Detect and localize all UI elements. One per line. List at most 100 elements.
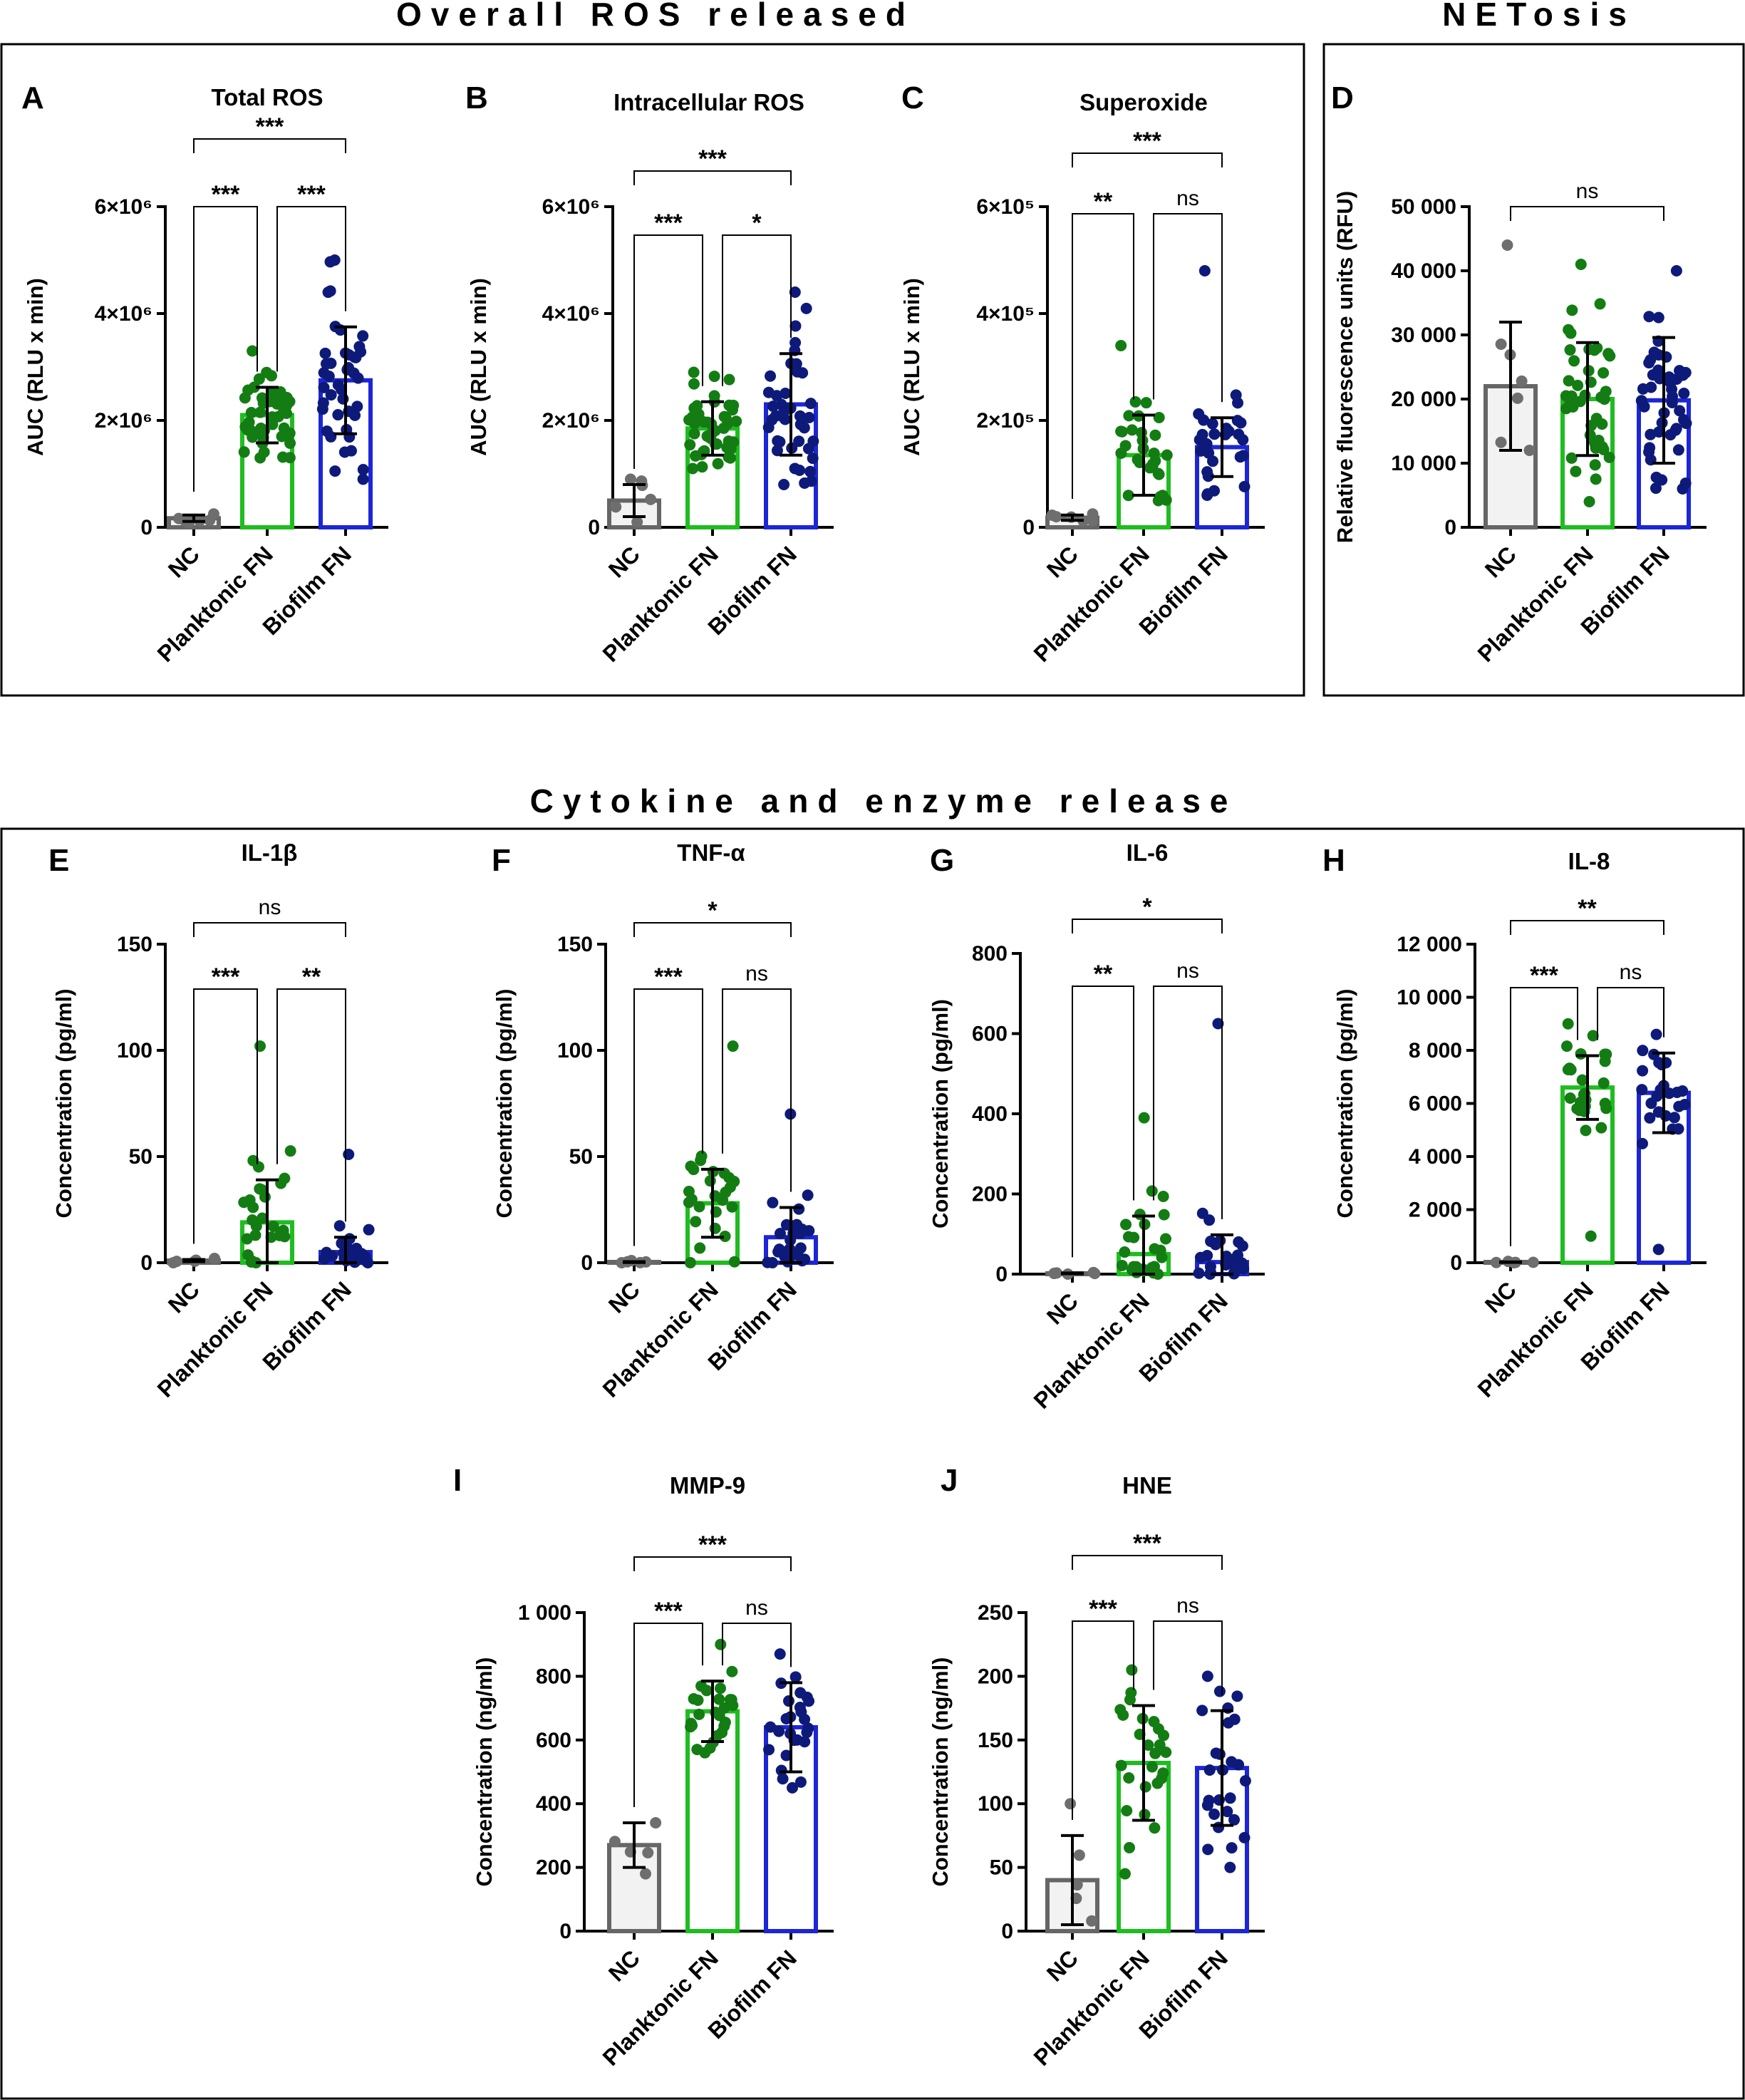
data-point xyxy=(1679,477,1692,490)
data-point xyxy=(1602,348,1615,360)
y-tick-label: 150 xyxy=(557,933,593,956)
y-tick-label: 50 xyxy=(990,1856,1013,1880)
data-point xyxy=(1221,423,1233,435)
significance-label: *** xyxy=(698,145,727,172)
panel-letter: H xyxy=(1322,843,1345,878)
data-point xyxy=(765,370,777,382)
y-tick-label: 6 000 xyxy=(1409,1092,1462,1116)
significance-bracket xyxy=(633,234,703,469)
data-point xyxy=(333,1220,346,1232)
data-point xyxy=(716,1727,728,1739)
y-tick-label: 600 xyxy=(536,1729,571,1752)
x-tick-label: NC xyxy=(1042,1945,1083,1986)
y-axis-label: Concentration (pg/ml) xyxy=(51,988,76,1218)
data-point xyxy=(1140,397,1152,409)
y-axis-label: AUC (RLU x min) xyxy=(899,278,924,456)
x-tick-label: NC xyxy=(163,541,204,582)
data-point xyxy=(363,1224,375,1236)
significance-label: ns xyxy=(1176,1594,1199,1618)
data-point xyxy=(279,1231,291,1243)
data-point xyxy=(712,457,724,470)
data-point xyxy=(688,428,700,440)
data-point xyxy=(763,1744,775,1756)
data-point xyxy=(241,1233,253,1245)
significance-label: *** xyxy=(1133,1530,1161,1557)
significance-label: *** xyxy=(1133,128,1161,155)
data-point xyxy=(1221,1251,1233,1263)
data-point xyxy=(1600,1102,1612,1114)
panel-letter: J xyxy=(941,1463,958,1498)
data-point xyxy=(728,1256,740,1268)
data-point xyxy=(1204,1266,1216,1278)
significance-label: * xyxy=(708,897,718,924)
panel-title: IL-1β xyxy=(242,839,298,866)
data-point xyxy=(1643,311,1655,323)
data-point xyxy=(1221,1806,1233,1818)
significance-bracket xyxy=(633,170,792,185)
data-point xyxy=(1239,1775,1251,1787)
panel-j: J HNE Concentration (ng/ml) 0 50 100 150 200 250… xyxy=(928,1463,1265,2071)
panel-letter: F xyxy=(492,843,511,878)
data-point xyxy=(1527,1256,1539,1268)
data-point xyxy=(1237,434,1249,446)
significance-label: *** xyxy=(256,113,284,140)
data-point xyxy=(1565,452,1578,464)
significance-label: ns xyxy=(1176,187,1199,210)
data-point xyxy=(1151,1777,1164,1789)
data-point xyxy=(794,465,806,477)
data-point xyxy=(1677,413,1689,425)
data-point xyxy=(322,286,334,299)
panel-title: Superoxide xyxy=(1079,89,1208,115)
significance-label: *** xyxy=(654,210,683,237)
data-point xyxy=(1652,1243,1664,1256)
data-point xyxy=(1672,1123,1684,1135)
data-point xyxy=(804,398,817,410)
panel-g: G IL-6 Concentration (pg/ml) 0 200 400 600 800 N… xyxy=(928,839,1265,1414)
data-point xyxy=(209,1253,221,1265)
data-point xyxy=(1656,474,1668,486)
data-point xyxy=(1158,1209,1170,1221)
data-point xyxy=(245,425,257,437)
data-point xyxy=(1115,340,1127,351)
significance-bracket xyxy=(1153,986,1223,1219)
data-point xyxy=(1636,1137,1648,1149)
data-point xyxy=(1228,1267,1240,1279)
data-point xyxy=(1674,405,1686,417)
y-tick-label: 2×10⁶ xyxy=(95,409,152,433)
data-point xyxy=(1224,1861,1236,1873)
panel-c: C Superoxide AUC (RLU x min) 0 2×10⁵ 4×10⁵ 6×1… xyxy=(899,81,1265,667)
data-point xyxy=(1087,514,1099,527)
data-point xyxy=(1152,467,1164,480)
significance-label: ns xyxy=(745,1596,768,1620)
x-tick-label: NC xyxy=(1042,541,1083,582)
panel-title: Intracellular ROS xyxy=(613,89,804,115)
significance-label: ns xyxy=(259,896,281,919)
data-point xyxy=(1677,1085,1689,1097)
data-point xyxy=(1238,480,1251,492)
data-point xyxy=(1656,417,1668,429)
data-point xyxy=(803,412,815,424)
data-point xyxy=(1146,1185,1158,1197)
data-point xyxy=(323,370,335,382)
data-point xyxy=(1666,396,1678,408)
y-tick-label: 0 xyxy=(1001,1920,1013,1943)
section-title-cytokine: Cytokine and enzyme release xyxy=(530,782,1238,819)
significance-bracket xyxy=(193,988,258,1244)
y-tick-label: 4×10⁶ xyxy=(542,302,600,326)
significance-label: ** xyxy=(1094,961,1113,988)
data-point xyxy=(247,345,259,357)
data-point xyxy=(266,411,279,423)
data-point xyxy=(1495,436,1507,448)
y-tick-label: 0 xyxy=(1450,1251,1462,1275)
data-point xyxy=(780,1749,792,1762)
data-point xyxy=(1228,1713,1241,1725)
data-point xyxy=(1116,1259,1128,1271)
data-point xyxy=(1073,1849,1085,1861)
data-point xyxy=(774,1228,786,1240)
data-point xyxy=(766,414,778,426)
y-tick-label: 0 xyxy=(140,516,152,539)
panel-a: A Total ROS AUC (RLU x min) 0 2×10⁶ 4×10⁶ 6×10… xyxy=(21,81,388,667)
data-point xyxy=(1201,1670,1213,1682)
data-point xyxy=(1196,1207,1208,1219)
data-point xyxy=(238,446,250,458)
